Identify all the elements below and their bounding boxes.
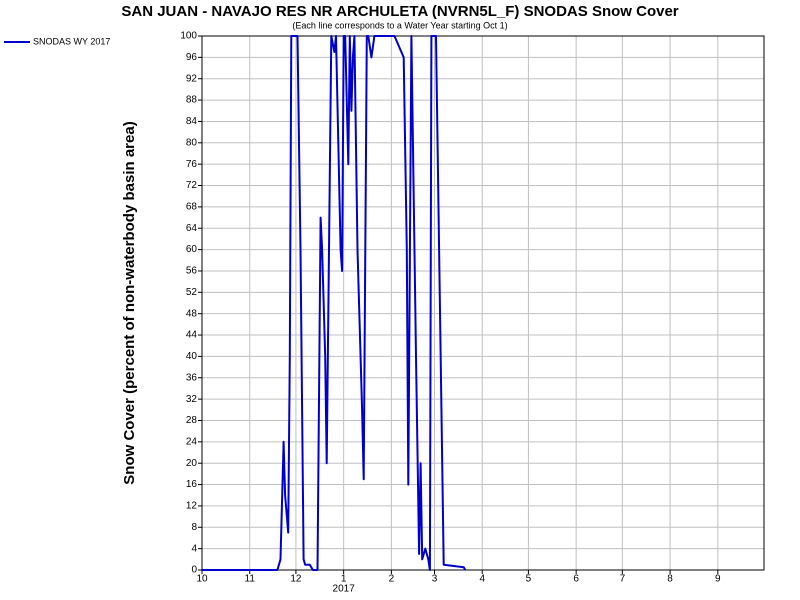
x-tick-label: 7 <box>620 574 626 585</box>
y-tick-label: 72 <box>186 180 198 191</box>
y-tick-label: 36 <box>186 372 198 383</box>
x-tick-label: 9 <box>715 574 721 585</box>
y-tick-label: 56 <box>186 266 198 277</box>
chart-subtitle: (Each line corresponds to a Water Year s… <box>292 20 507 30</box>
legend-label: SNODAS WY 2017 <box>33 36 110 46</box>
y-tick-label: 8 <box>191 522 197 533</box>
data-line <box>202 35 467 571</box>
y-tick-label: 24 <box>186 436 198 447</box>
y-tick-label: 76 <box>186 159 198 170</box>
x-tick-label: 11 <box>245 574 256 585</box>
y-tick-label: 44 <box>186 330 198 341</box>
y-tick-label: 40 <box>186 351 198 362</box>
x-tick-label: 8 <box>667 574 673 585</box>
plot-border <box>201 35 765 571</box>
x-tick-label: 4 <box>479 574 485 585</box>
y-tick-label: 20 <box>186 458 198 469</box>
x-tick-label: 1 <box>341 574 347 585</box>
y-tick-label: 100 <box>180 31 197 42</box>
y-tick-label: 0 <box>191 565 197 576</box>
y-axis-label: Snow Cover (percent of non-waterbody bas… <box>121 121 138 484</box>
y-tick-label: 32 <box>186 394 198 405</box>
y-tick-label: 96 <box>186 52 198 63</box>
y-tick-label: 88 <box>186 95 198 106</box>
x-tick-label: 12 <box>290 574 302 585</box>
y-tick-label: 60 <box>186 244 198 255</box>
y-tick-label: 16 <box>186 479 198 490</box>
x-tick-label: 2 <box>389 574 395 585</box>
y-tick-label: 48 <box>186 308 198 319</box>
y-tick-label: 68 <box>186 202 198 213</box>
year-label: 2017 <box>333 584 356 595</box>
x-tick-label: 5 <box>526 574 532 585</box>
y-tick-label: 4 <box>191 543 197 554</box>
y-tick-label: 84 <box>186 116 198 127</box>
x-tick-label: 10 <box>196 574 208 585</box>
y-tick-label: 64 <box>186 223 198 234</box>
y-tick-label: 52 <box>186 287 198 298</box>
chart-title: SAN JUAN - NAVAJO RES NR ARCHULETA (NVRN… <box>121 3 678 20</box>
x-tick-label: 6 <box>573 574 579 585</box>
x-tick-label: 3 <box>432 574 438 585</box>
y-tick-label: 92 <box>186 73 198 84</box>
y-tick-label: 28 <box>186 415 198 426</box>
y-tick-label: 12 <box>186 501 198 512</box>
y-tick-label: 80 <box>186 137 198 148</box>
